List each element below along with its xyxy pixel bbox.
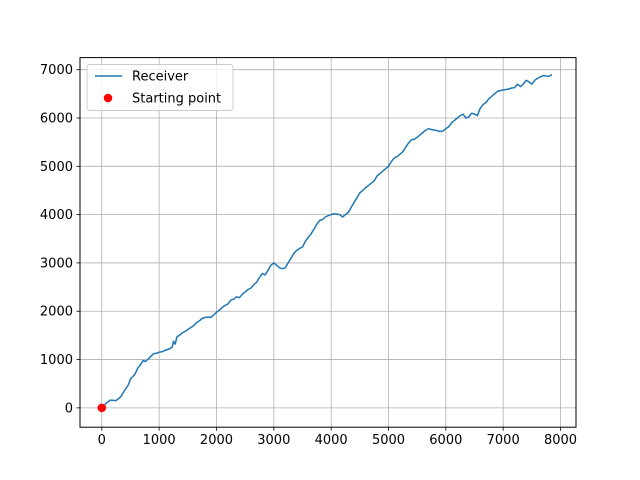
plot-area [97,73,553,413]
y-tick-label: 1000 [40,353,73,368]
legend-box [86,64,234,111]
x-tick-label: 3000 [257,433,290,448]
grid [80,57,576,428]
receiver-series-line [101,73,553,409]
legend-starting-point-label: Starting point [132,92,221,107]
legend-receiver-label: Receiver [132,70,189,85]
y-tick-label: 2000 [40,305,73,320]
x-tick-label: 2000 [200,433,233,448]
x-tick-label: 8000 [544,433,577,448]
x-tick-label: 5000 [372,433,405,448]
x-axis: 0 1000 2000 3000 4000 5000 6000 7000 8000 [98,427,577,448]
y-tick-label: 7000 [40,63,73,78]
y-tick-label: 5000 [40,160,73,175]
y-tick-label: 4000 [40,208,73,223]
y-tick-label: 6000 [40,111,73,126]
x-tick-label: 1000 [143,433,176,448]
axes-frame [79,57,577,428]
x-tick-label: 4000 [315,433,348,448]
legend: Receiver Starting point [86,64,234,111]
x-tick-label: 0 [98,433,106,448]
y-axis: 0 1000 2000 3000 4000 5000 6000 7000 [40,63,80,416]
legend-starting-point-swatch [103,93,113,103]
x-tick-label: 7000 [487,433,520,448]
y-tick-label: 0 [65,401,73,416]
starting-point-marker [97,403,107,413]
y-tick-label: 3000 [40,256,73,271]
x-tick-label: 6000 [429,433,462,448]
